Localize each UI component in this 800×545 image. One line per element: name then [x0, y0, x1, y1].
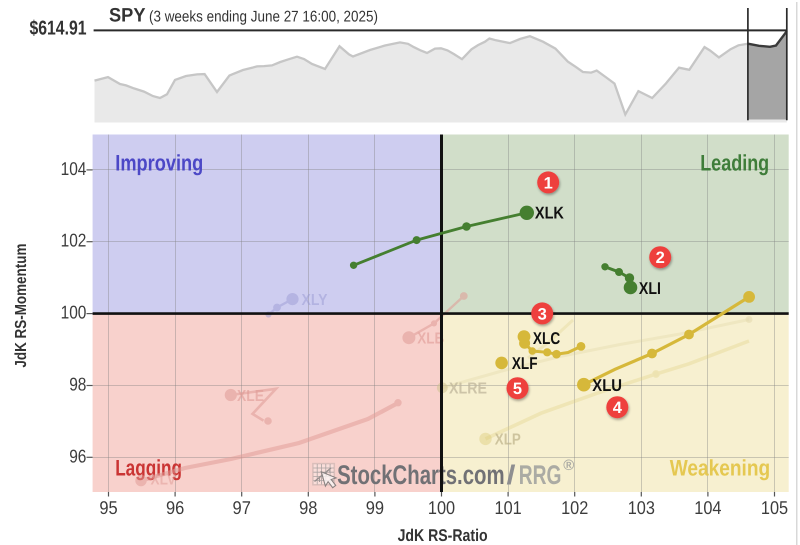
- svg-text:JdK RS-Momentum: JdK RS-Momentum: [13, 244, 30, 368]
- svg-text:2: 2: [656, 249, 665, 267]
- svg-text:JdK RS-Ratio: JdK RS-Ratio: [398, 526, 488, 545]
- svg-text:RRG: RRG: [519, 460, 562, 490]
- svg-text:®: ®: [563, 457, 574, 474]
- svg-text:5: 5: [513, 380, 522, 398]
- svg-text:XLV: XLV: [151, 471, 177, 488]
- svg-text:95: 95: [99, 497, 117, 518]
- svg-text:96: 96: [69, 445, 86, 466]
- svg-text:104: 104: [694, 497, 721, 518]
- svg-text:XLP: XLP: [495, 431, 521, 448]
- svg-text:Weakening: Weakening: [670, 455, 771, 480]
- svg-text:3: 3: [538, 305, 547, 323]
- svg-text:1: 1: [544, 174, 553, 192]
- svg-text:100: 100: [61, 302, 87, 323]
- svg-text:XLE: XLE: [237, 388, 264, 405]
- svg-text:Lagging: Lagging: [115, 455, 182, 480]
- svg-text:SPY: SPY: [109, 5, 146, 27]
- svg-text:96: 96: [166, 497, 184, 518]
- svg-text:4: 4: [613, 399, 623, 417]
- svg-text:XLF: XLF: [512, 354, 538, 373]
- svg-text:101: 101: [495, 497, 522, 518]
- svg-text:XLY: XLY: [302, 292, 328, 309]
- svg-text:$614.91: $614.91: [30, 18, 87, 40]
- svg-text:XLRE: XLRE: [449, 381, 487, 398]
- svg-text:98: 98: [299, 497, 317, 518]
- svg-text:Improving: Improving: [115, 150, 203, 175]
- svg-text:StockCharts.com: StockCharts.com: [337, 460, 505, 490]
- svg-text:Leading: Leading: [700, 150, 769, 175]
- svg-text:98: 98: [69, 373, 86, 394]
- svg-text:XLU: XLU: [592, 376, 622, 395]
- svg-text:102: 102: [61, 230, 87, 251]
- svg-text:104: 104: [61, 158, 87, 179]
- svg-text:97: 97: [233, 497, 251, 518]
- svg-text:102: 102: [561, 497, 588, 518]
- svg-text:103: 103: [628, 497, 655, 518]
- svg-text:105: 105: [761, 497, 788, 518]
- svg-text:XLB: XLB: [417, 331, 444, 348]
- svg-text:XLK: XLK: [535, 204, 565, 223]
- svg-text:/: /: [507, 460, 517, 490]
- svg-text:(3 weeks ending June 27 16:00,: (3 weeks ending June 27 16:00, 2025): [149, 8, 378, 25]
- svg-text:99: 99: [366, 497, 384, 518]
- svg-text:XLI: XLI: [639, 279, 661, 298]
- svg-text:XLC: XLC: [533, 329, 560, 348]
- svg-text:100: 100: [428, 497, 455, 518]
